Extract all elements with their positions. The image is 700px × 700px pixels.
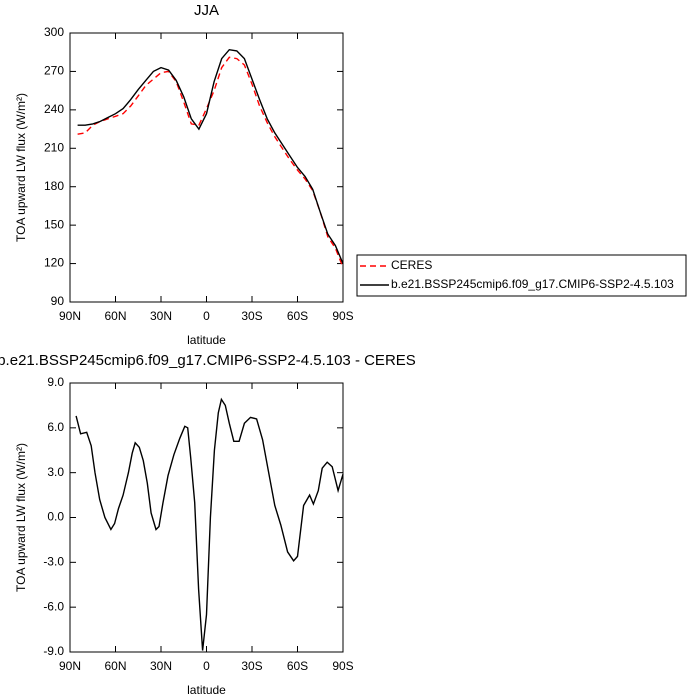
data-line [77, 56, 344, 268]
y-axis-label: TOA upward LW flux (W/m²) [14, 443, 28, 592]
y-tick-label: 120 [44, 256, 64, 270]
x-tick-label: 30S [241, 309, 262, 323]
y-axis-label: TOA upward LW flux (W/m²) [14, 93, 28, 242]
x-tick-label: 30N [150, 309, 172, 323]
y-tick-label: 210 [44, 140, 64, 154]
x-tick-label: 90S [332, 309, 353, 323]
plot-frame [69, 382, 344, 653]
y-tick-label: -6.0 [43, 599, 64, 613]
x-tick-label: 30N [150, 659, 172, 673]
x-axis-label: latitude [187, 683, 226, 697]
x-tick-label: 60N [104, 659, 126, 673]
chart-title: JJA [194, 2, 219, 19]
x-tick-label: 0 [203, 309, 210, 323]
y-tick-label: -9.0 [43, 644, 64, 658]
x-tick-label: 0 [203, 659, 210, 673]
chart-title: b.e21.BSSP245cmip6.f09_g17.CMIP6-SSP2-4.… [0, 352, 416, 369]
x-tick-label: 90N [59, 309, 81, 323]
y-tick-label: 0.0 [47, 510, 64, 524]
x-tick-label: 60S [287, 309, 308, 323]
legend-label: CERES [391, 258, 432, 272]
plot-frame [69, 32, 344, 303]
y-tick-label: 9.0 [47, 375, 64, 389]
y-tick-label: -3.0 [43, 555, 64, 569]
legend-label: b.e21.BSSP245cmip6.f09_g17.CMIP6-SSP2-4.… [391, 277, 674, 291]
x-tick-label: 90S [332, 659, 353, 673]
y-tick-label: 6.0 [47, 420, 64, 434]
x-tick-label: 60S [287, 659, 308, 673]
x-axis-label: latitude [187, 333, 226, 347]
y-tick-label: 240 [44, 102, 64, 116]
x-tick-label: 30S [241, 659, 262, 673]
x-tick-label: 60N [104, 309, 126, 323]
data-line [75, 397, 344, 651]
y-tick-label: 3.0 [47, 465, 64, 479]
y-tick-label: 180 [44, 179, 64, 193]
x-tick-label: 90N [59, 659, 81, 673]
y-tick-label: 90 [51, 294, 65, 308]
y-tick-label: 300 [44, 25, 64, 39]
data-line [77, 48, 344, 264]
y-tick-label: 150 [44, 217, 64, 231]
legend-box [356, 254, 687, 297]
y-tick-label: 270 [44, 64, 64, 78]
